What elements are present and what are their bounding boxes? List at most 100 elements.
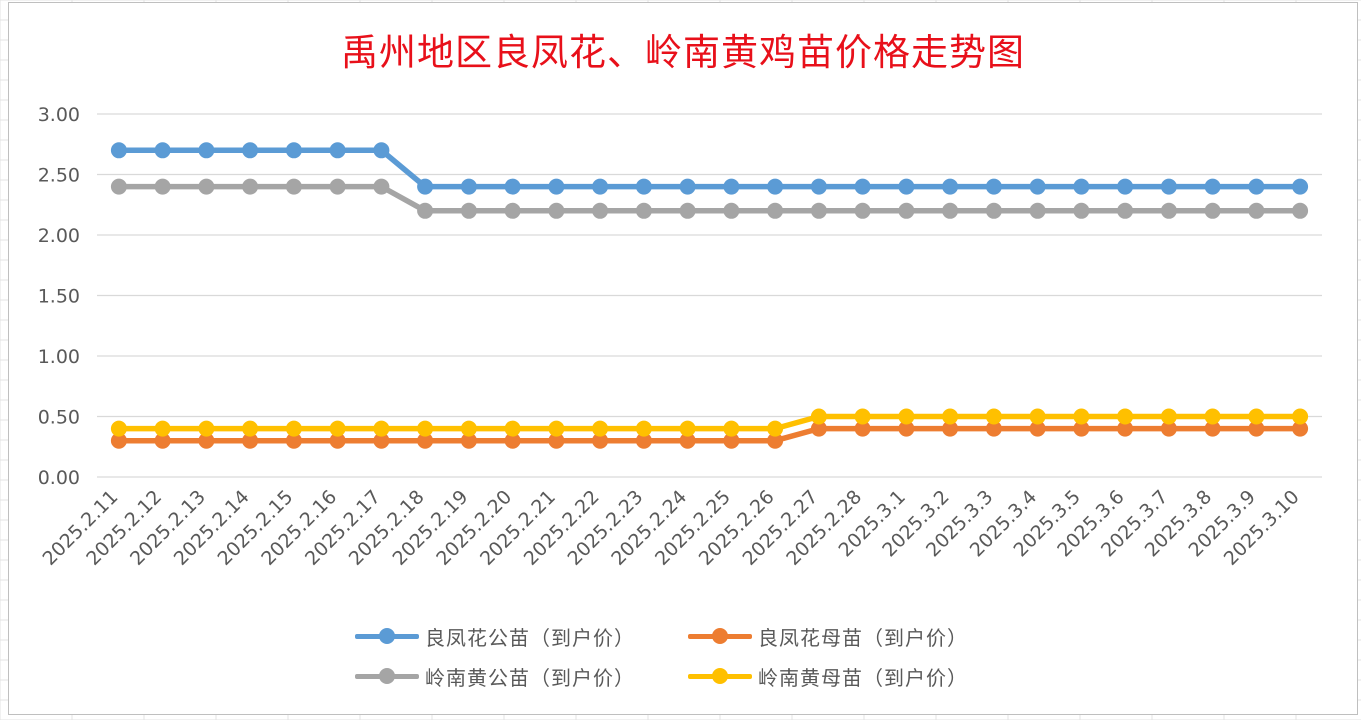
data-point <box>1117 178 1134 195</box>
y-tick-label: 3.00 <box>38 104 80 126</box>
data-point <box>373 178 390 195</box>
series-3 <box>110 408 1309 437</box>
data-point <box>1073 202 1090 219</box>
data-point <box>723 420 740 437</box>
data-point <box>460 420 477 437</box>
series-line <box>116 183 1303 214</box>
data-point <box>679 420 696 437</box>
y-tick-label: 0.50 <box>38 407 80 429</box>
data-point <box>942 178 959 195</box>
legend-label: 良凤花公苗（到户价） <box>425 625 635 650</box>
data-point <box>810 178 827 195</box>
legend-label: 良凤花母苗（到户价） <box>758 625 968 650</box>
y-tick-label: 1.00 <box>38 346 80 368</box>
data-point <box>635 202 652 219</box>
legend: 良凤花公苗（到户价） 良凤花母苗（到户价） 岭南黄公苗（到户价） 岭南黄母苗（到… <box>355 620 1035 700</box>
data-point <box>898 178 915 195</box>
data-point <box>942 202 959 219</box>
legend-label: 岭南黄公苗（到户价） <box>425 665 635 690</box>
data-point <box>898 408 915 425</box>
y-tick-label: 2.00 <box>38 225 80 247</box>
data-point <box>329 420 346 437</box>
data-point <box>110 178 127 195</box>
data-point <box>1292 202 1309 219</box>
data-point <box>548 202 565 219</box>
data-point <box>285 420 302 437</box>
data-point <box>1248 178 1265 195</box>
series-2 <box>110 178 1309 219</box>
data-point <box>592 202 609 219</box>
data-point <box>417 202 434 219</box>
data-point <box>242 420 259 437</box>
legend-marker <box>712 668 728 684</box>
data-point <box>504 178 521 195</box>
data-point <box>1292 408 1309 425</box>
data-point <box>373 420 390 437</box>
data-point <box>373 142 390 159</box>
data-point <box>460 202 477 219</box>
data-point <box>198 178 215 195</box>
data-point <box>1160 178 1177 195</box>
y-tick-label: 0.00 <box>38 467 80 489</box>
data-point <box>1029 408 1046 425</box>
data-point <box>854 408 871 425</box>
data-point <box>1029 202 1046 219</box>
legend-item-lingnanhuang-female[interactable]: 岭南黄母苗（到户价） <box>688 660 968 692</box>
data-point <box>592 178 609 195</box>
data-point <box>1204 408 1221 425</box>
series-0 <box>110 142 1309 195</box>
data-point <box>679 202 696 219</box>
chart-area[interactable] <box>8 2 1358 715</box>
data-point <box>198 142 215 159</box>
data-point <box>942 408 959 425</box>
data-point <box>592 420 609 437</box>
y-tick-label: 1.50 <box>38 286 80 308</box>
data-point <box>1073 178 1090 195</box>
y-axis: 0.00 0.50 1.00 1.50 2.00 2.50 3.00 <box>38 104 80 489</box>
data-point <box>154 178 171 195</box>
series-line <box>116 413 1303 432</box>
legend-swatch-gray <box>355 666 419 686</box>
data-point <box>1204 202 1221 219</box>
series-layer <box>110 142 1309 449</box>
data-point <box>1292 178 1309 195</box>
legend-marker <box>712 628 728 644</box>
data-point <box>985 178 1002 195</box>
data-point <box>329 178 346 195</box>
legend-swatch-yellow <box>688 666 752 686</box>
data-point <box>329 142 346 159</box>
data-point <box>1204 178 1221 195</box>
data-point <box>898 202 915 219</box>
data-point <box>1248 408 1265 425</box>
data-point <box>985 202 1002 219</box>
legend-marker <box>379 628 395 644</box>
data-point <box>504 202 521 219</box>
data-point <box>767 202 784 219</box>
data-point <box>110 142 127 159</box>
series-1 <box>110 420 1309 449</box>
legend-item-lingnanhuang-male[interactable]: 岭南黄公苗（到户价） <box>355 660 635 692</box>
data-point <box>723 178 740 195</box>
data-point <box>548 420 565 437</box>
data-point <box>985 408 1002 425</box>
x-axis: 2025.2.112025.2.122025.2.132025.2.142025… <box>38 486 1303 570</box>
data-point <box>1160 408 1177 425</box>
data-point <box>854 202 871 219</box>
legend-label: 岭南黄母苗（到户价） <box>758 665 968 690</box>
data-point <box>285 142 302 159</box>
data-point <box>504 420 521 437</box>
legend-item-liangfenghua-female[interactable]: 良凤花母苗（到户价） <box>688 620 968 652</box>
legend-swatch-orange <box>688 626 752 646</box>
data-point <box>854 178 871 195</box>
legend-item-liangfenghua-male[interactable]: 良凤花公苗（到户价） <box>355 620 635 652</box>
data-point <box>679 178 696 195</box>
data-point <box>154 142 171 159</box>
gridlines <box>97 113 1322 478</box>
data-point <box>154 420 171 437</box>
data-point <box>635 420 652 437</box>
data-point <box>242 178 259 195</box>
data-point <box>198 420 215 437</box>
legend-swatch-blue <box>355 626 419 646</box>
data-point <box>767 178 784 195</box>
data-point <box>417 420 434 437</box>
